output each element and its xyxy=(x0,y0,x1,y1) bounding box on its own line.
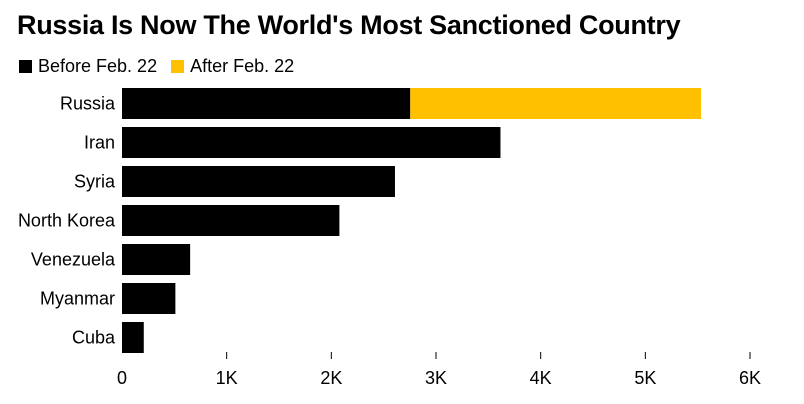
bar-syria-before xyxy=(122,166,395,197)
x-tick-label: 2K xyxy=(320,368,342,388)
category-label-russia: Russia xyxy=(60,94,116,114)
bar-myanmar-before xyxy=(122,283,176,314)
x-tick-label: 1K xyxy=(216,368,238,388)
category-label-iran: Iran xyxy=(84,133,115,153)
legend-swatch-after xyxy=(171,60,185,73)
bar-venezuela-before xyxy=(122,244,191,275)
category-label-venezuela: Venezuela xyxy=(31,250,116,270)
category-label-syria: Syria xyxy=(74,172,116,192)
category-label-north-korea: North Korea xyxy=(18,211,116,231)
chart-title: Russia Is Now The World's Most Sanctione… xyxy=(17,10,681,40)
legend-item-before: Before Feb. 22 xyxy=(19,56,157,77)
legend-label-before: Before Feb. 22 xyxy=(38,56,158,76)
x-tick-label: 6K xyxy=(739,368,761,388)
bar-cuba-before xyxy=(122,322,144,353)
legend-swatch-before xyxy=(19,60,32,73)
bar-russia-after xyxy=(410,88,702,119)
x-tick-label: 4K xyxy=(530,368,552,388)
legend-label-after: After Feb. 22 xyxy=(190,56,295,76)
bar-iran-before xyxy=(122,127,501,158)
x-tick-label: 5K xyxy=(634,368,656,388)
bar-north-korea-before xyxy=(122,205,340,236)
bar-russia-before xyxy=(122,88,411,119)
x-tick-label: 0 xyxy=(117,368,127,388)
x-tick-label: 3K xyxy=(425,368,447,388)
legend-item-after: After Feb. 22 xyxy=(171,56,294,77)
category-label-cuba: Cuba xyxy=(72,328,116,348)
legend: Before Feb. 22 After Feb. 22 xyxy=(19,56,308,77)
category-label-myanmar: Myanmar xyxy=(40,289,115,309)
